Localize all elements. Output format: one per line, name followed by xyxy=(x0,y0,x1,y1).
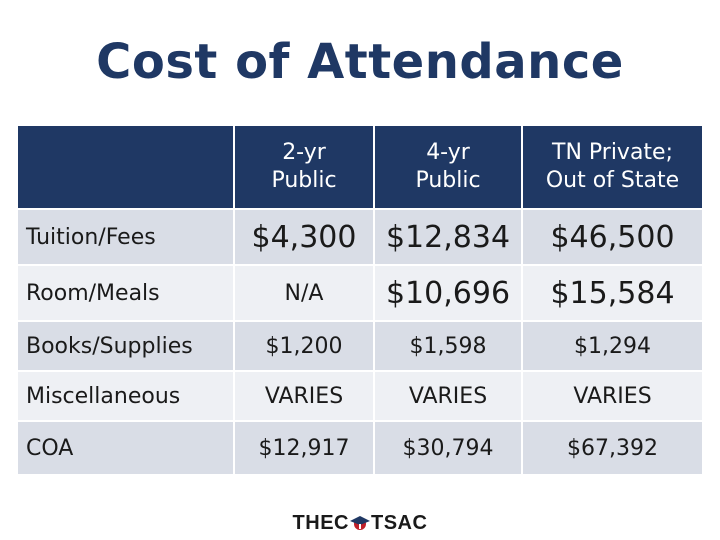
header-line1: TN Private; xyxy=(552,140,673,165)
header-line2: Public xyxy=(271,168,337,193)
cell-value: $12,917 xyxy=(233,420,374,474)
cell-value: $15,584 xyxy=(521,264,702,321)
header-line1: 2-yr xyxy=(282,140,326,165)
cell-value: $1,598 xyxy=(373,320,522,371)
header-2yr-public: 2-yr Public xyxy=(233,126,374,209)
cell-value: $1,294 xyxy=(521,320,702,371)
cost-table: 2-yr Public 4-yr Public TN Private; Out … xyxy=(18,126,702,474)
table-row-tuition: Tuition/Fees $4,300 $12,834 $46,500 xyxy=(18,208,702,265)
thec-tsac-logo: THEC TSAC xyxy=(0,512,720,535)
row-label: Books/Supplies xyxy=(18,320,234,371)
table-row-coa: COA $12,917 $30,794 $67,392 xyxy=(18,420,702,474)
header-corner xyxy=(18,126,234,209)
cell-value: $67,392 xyxy=(521,420,702,474)
row-label: Tuition/Fees xyxy=(18,208,234,265)
header-tn-private: TN Private; Out of State xyxy=(521,126,702,209)
graduation-cap-icon xyxy=(349,514,371,530)
header-4yr-public: 4-yr Public xyxy=(373,126,522,209)
table-row-room: Room/Meals N/A $10,696 $15,584 xyxy=(18,264,702,321)
logo-left-text: THEC xyxy=(292,512,349,534)
row-label: Room/Meals xyxy=(18,264,234,321)
header-line1: 4-yr xyxy=(426,140,470,165)
cell-value: VARIES xyxy=(373,370,522,421)
cell-value: $4,300 xyxy=(233,208,374,265)
cell-value: N/A xyxy=(233,264,374,321)
cell-value: $10,696 xyxy=(373,264,522,321)
header-line2: Public xyxy=(415,168,481,193)
cell-value: $46,500 xyxy=(521,208,702,265)
row-label: Miscellaneous xyxy=(18,370,234,421)
row-label: COA xyxy=(18,420,234,474)
logo-right-text: TSAC xyxy=(371,512,428,534)
cell-value: $30,794 xyxy=(373,420,522,474)
cell-value: VARIES xyxy=(521,370,702,421)
header-row: 2-yr Public 4-yr Public TN Private; Out … xyxy=(18,126,702,209)
table-row-misc: Miscellaneous VARIES VARIES VARIES xyxy=(18,370,702,421)
table-row-books: Books/Supplies $1,200 $1,598 $1,294 xyxy=(18,320,702,371)
cell-value: VARIES xyxy=(233,370,374,421)
cell-value: $1,200 xyxy=(233,320,374,371)
header-line2: Out of State xyxy=(545,168,680,193)
page-title: Cost of Attendance xyxy=(96,34,624,90)
cell-value: $12,834 xyxy=(373,208,522,265)
